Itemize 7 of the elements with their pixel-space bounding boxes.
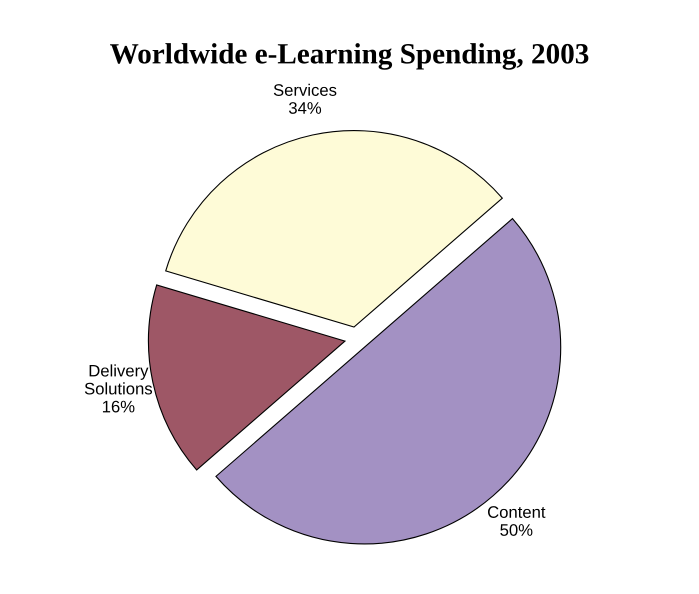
data-label: 16%	[102, 400, 134, 412]
chart-title: Worldwide e-Learning Spending, 2003	[110, 43, 588, 70]
slice-label: Services	[274, 84, 336, 96]
slice-label: Delivery Solutions	[84, 364, 152, 395]
data-label: 50%	[500, 524, 532, 536]
data-label: 34%	[288, 102, 322, 114]
slice-label: Content	[488, 506, 546, 518]
